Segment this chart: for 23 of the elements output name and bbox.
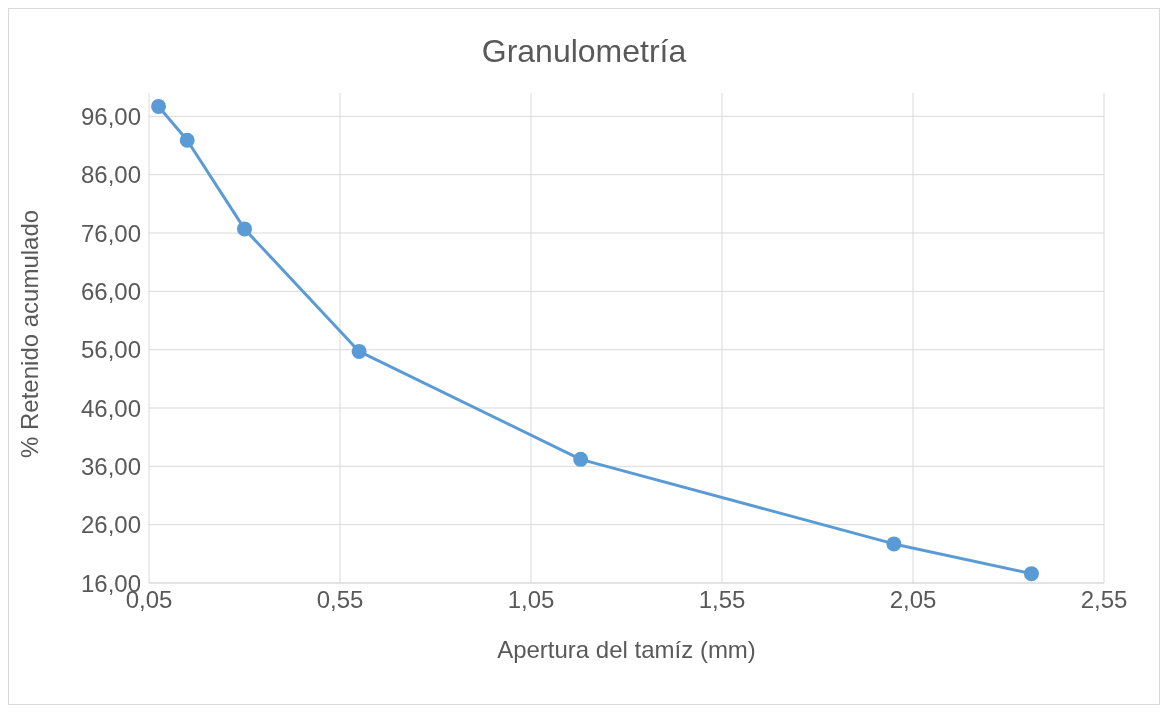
x-tick-label: 2,55 xyxy=(1080,586,1128,614)
y-tick-label: 46,00 xyxy=(80,394,141,422)
x-tick-label: 1,05 xyxy=(507,586,555,614)
chart-title: Granulometría xyxy=(480,32,688,71)
y-tick-label: 56,00 xyxy=(80,336,141,364)
point xyxy=(351,343,367,359)
y-tick-label: 86,00 xyxy=(80,161,141,189)
x-tick-label: 1,55 xyxy=(698,586,746,614)
y-tick-label: 26,00 xyxy=(80,511,141,539)
point xyxy=(179,132,195,148)
y-tick-label: 66,00 xyxy=(80,277,141,305)
point xyxy=(886,536,902,552)
x-tick-label: 0,55 xyxy=(316,586,364,614)
y-tick-label: 96,00 xyxy=(80,102,141,130)
y-tick-label: 36,00 xyxy=(80,452,141,480)
point xyxy=(151,98,167,114)
point xyxy=(1023,566,1039,582)
point xyxy=(237,221,252,237)
x-axis-title: Apertura del tamíz (mm) xyxy=(497,636,756,663)
point xyxy=(573,451,589,467)
y-axis-title: % Retenido acumulado xyxy=(15,209,43,458)
y-tick-label: 76,00 xyxy=(80,219,141,247)
x-tick-label: 2,05 xyxy=(889,586,937,614)
